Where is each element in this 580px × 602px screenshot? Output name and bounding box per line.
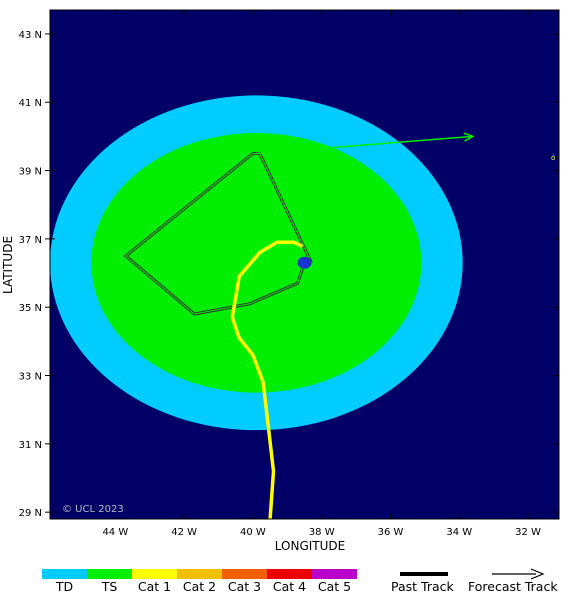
copyright-text: © UCL 2023 [62, 504, 124, 515]
x-tick-label: 38 W [309, 527, 335, 538]
legend-label: Cat 5 [318, 579, 351, 594]
legend-swatch-cat-5 [312, 569, 357, 579]
legend-label: Cat 4 [273, 579, 306, 594]
y-tick-label: 43 N [19, 30, 42, 41]
legend-label: Cat 3 [228, 579, 261, 594]
storm-center-marker [297, 256, 312, 269]
island-marker: ó [551, 154, 555, 162]
plot-layer: ó [50, 95, 555, 519]
category-legend: TD TS Cat 1 Cat 2 Cat 3 Cat 4 Cat 5 [42, 569, 357, 594]
y-axis-title: LATITUDE [1, 236, 15, 294]
longitude-ticks: 44 W 42 W 40 W 38 W 36 W 34 W 32 W [102, 10, 541, 538]
y-tick-label: 37 N [19, 235, 42, 246]
y-tick-label: 29 N [19, 508, 42, 519]
legend-swatch-cat-1 [132, 569, 177, 579]
arrow-icon [530, 568, 545, 580]
legend-swatch-td [42, 569, 87, 579]
legend-label: TD [55, 579, 73, 594]
forecast-track-legend: Forecast Track [468, 568, 558, 594]
x-tick-label: 40 W [240, 527, 266, 538]
legend-swatch-cat-3 [222, 569, 267, 579]
legend-swatch-cat-2 [177, 569, 222, 579]
x-axis-title: LONGITUDE [275, 539, 345, 553]
past-track-label: Past Track [391, 579, 454, 594]
legend-swatch-cat-4 [267, 569, 312, 579]
x-tick-label: 34 W [446, 527, 472, 538]
forecast-track-label: Forecast Track [468, 579, 558, 594]
y-tick-label: 39 N [19, 167, 42, 178]
x-tick-label: 36 W [378, 527, 404, 538]
y-tick-label: 33 N [19, 372, 42, 383]
legend-label: TS [101, 579, 118, 594]
wind-field-ts [91, 132, 422, 393]
legend-label: Cat 2 [183, 579, 216, 594]
past-track-line [230, 240, 303, 519]
x-tick-label: 32 W [515, 527, 541, 538]
x-tick-label: 44 W [102, 527, 128, 538]
forecast-track-arrow [256, 136, 473, 155]
past-track-legend: Past Track [391, 572, 454, 594]
x-tick-label: 42 W [171, 527, 197, 538]
y-tick-label: 41 N [19, 98, 42, 109]
plot-frame [49, 9, 560, 520]
y-tick-label: 31 N [19, 440, 42, 451]
legend-swatch-ts [87, 569, 132, 579]
latitude-ticks: 29 N 31 N 33 N 35 N 37 N 39 N 41 N 43 N [19, 30, 559, 519]
legend-label: Cat 1 [138, 579, 171, 594]
wind-fields [50, 95, 463, 431]
y-tick-label: 35 N [19, 303, 42, 314]
